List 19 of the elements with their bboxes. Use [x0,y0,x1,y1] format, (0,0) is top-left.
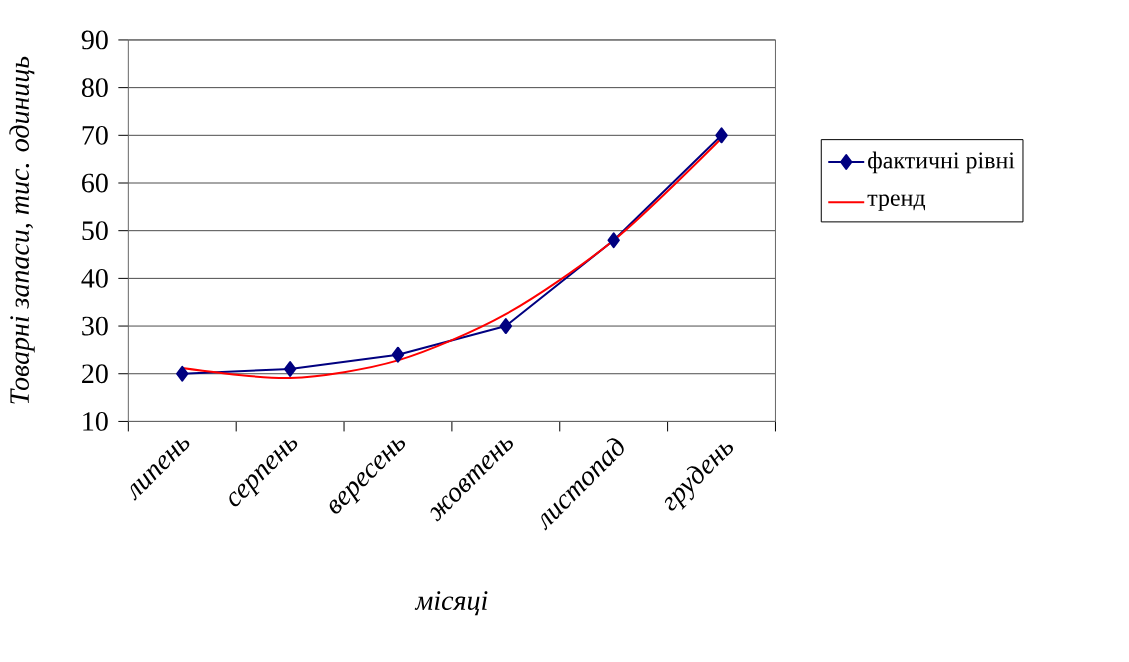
point [715,127,728,144]
point [176,365,189,382]
y-tick-label: 60 [82,173,108,193]
point [283,360,297,377]
point [499,318,513,334]
y-tick-label: 30 [82,316,108,336]
y-tick-label: 40 [81,268,108,288]
legend-label: тренд [867,194,926,211]
legend-label: фактичні рівні [868,151,1015,174]
x-axis-title: місяці [414,591,488,616]
y-tick-label: 20 [82,364,108,384]
y-tick-label: 70 [82,125,108,145]
y-tick-label: 80 [81,78,108,98]
y-tick-label: 90 [81,30,108,50]
y-tick-label: 10 [83,411,108,431]
y-axis-title: Товарні запаси, тис. одиниць [9,56,35,404]
y-tick-label: 50 [82,221,108,241]
point [391,346,405,363]
point [607,232,620,249]
